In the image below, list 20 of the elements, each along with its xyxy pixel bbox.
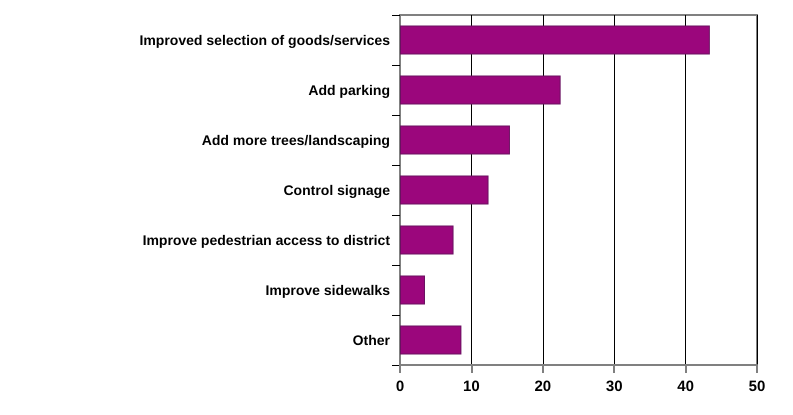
y-tick-label: Add more trees/landscaping — [202, 132, 390, 148]
y-tick-label: Other — [352, 332, 391, 348]
y-tick-label: Control signage — [283, 182, 390, 198]
x-tick-label: 10 — [463, 378, 480, 395]
bar — [400, 26, 710, 54]
bar — [400, 226, 454, 254]
bar — [400, 126, 510, 154]
x-tick-label: 0 — [396, 378, 404, 395]
x-tick-label: 40 — [677, 378, 694, 395]
x-tick-label: 50 — [748, 378, 766, 395]
bar — [400, 276, 425, 304]
y-tick-label: Add parking — [308, 82, 390, 98]
y-tick-label: Improved selection of goods/services — [139, 32, 390, 48]
bar — [400, 76, 561, 104]
y-tick-label: Improve sidewalks — [265, 282, 390, 298]
bar — [400, 176, 489, 204]
y-tick-label: Improve pedestrian access to district — [142, 232, 390, 248]
x-tick-label: 30 — [606, 378, 623, 395]
x-tick-label: 20 — [534, 378, 552, 395]
bar — [400, 326, 462, 354]
